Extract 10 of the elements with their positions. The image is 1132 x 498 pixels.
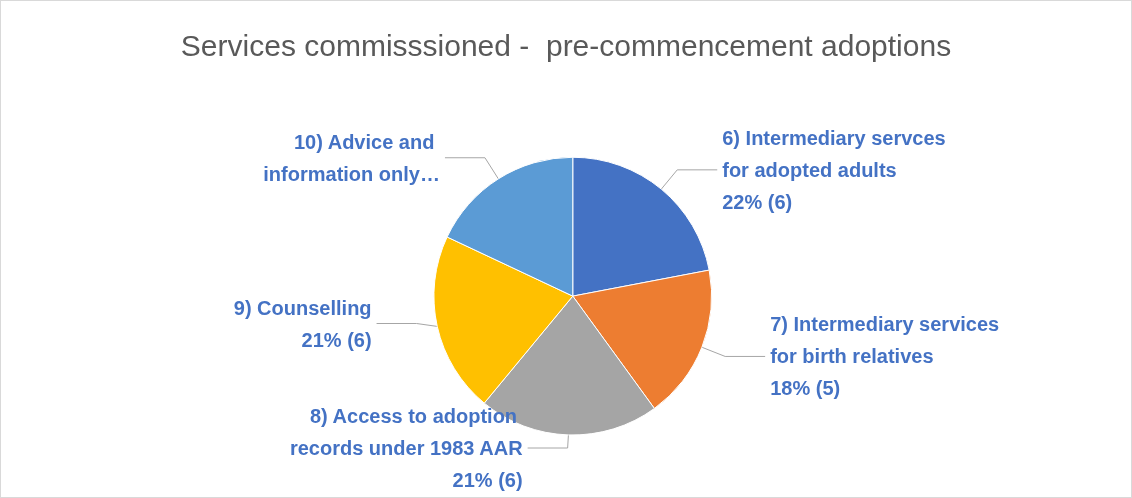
slice-label: 6) Intermediary servces for adopted adults <box>722 126 952 181</box>
data-label: 21% (6) <box>452 469 523 491</box>
slice-label: 9) Counselling <box>233 296 372 319</box>
slice-label: 8) Access to adoption records under 1983 AAR <box>289 405 524 459</box>
slice-label: 7) Intermediary services for birth relatives <box>770 313 1005 368</box>
chart-title: Services commisssioned - pre-commencement adoptions <box>180 28 952 62</box>
data-label: 18% (5) <box>770 377 841 400</box>
data-label: 22% (6) <box>722 190 793 213</box>
data-label: 21% (6) <box>301 328 372 351</box>
slice-label: 10) Advice and information only… <box>263 130 440 185</box>
